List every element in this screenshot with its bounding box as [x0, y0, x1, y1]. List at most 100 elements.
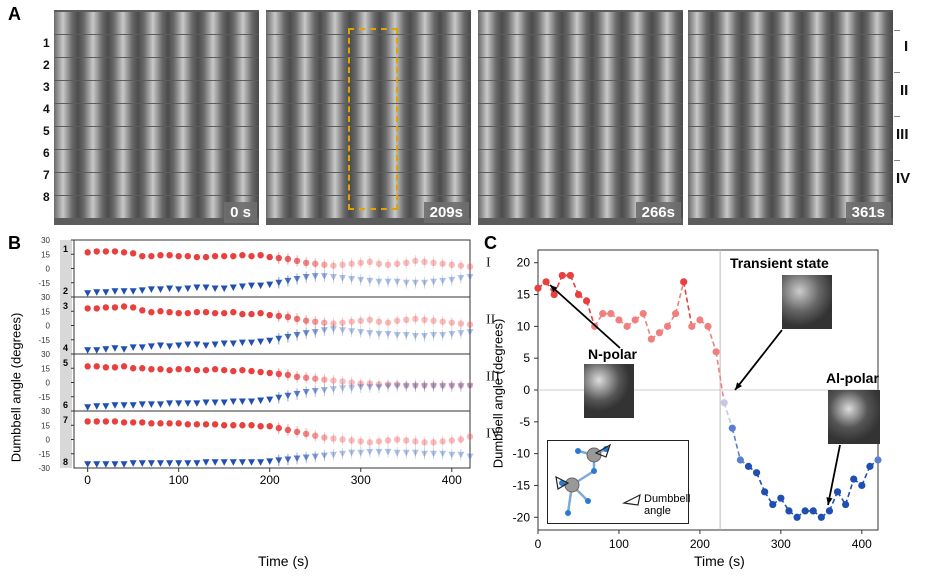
data-point	[411, 383, 419, 390]
data-point	[439, 260, 446, 267]
data-point	[211, 309, 219, 317]
data-point	[284, 313, 292, 321]
arrow-head	[550, 285, 558, 293]
data-point	[357, 380, 364, 387]
data-point	[411, 279, 419, 287]
data-point	[393, 278, 401, 286]
data-point	[293, 428, 301, 436]
data-point	[375, 318, 383, 325]
data-point	[184, 309, 191, 317]
data-point	[311, 388, 319, 395]
data-point	[607, 310, 615, 318]
y-tick-label: -15	[38, 450, 50, 459]
data-point	[384, 448, 392, 456]
data-point	[257, 338, 265, 346]
data-point	[430, 450, 438, 458]
data-point	[402, 332, 410, 339]
data-point	[393, 332, 401, 339]
row-number: 6	[43, 146, 50, 160]
data-point	[384, 383, 392, 390]
data-point	[84, 461, 92, 468]
data-point	[275, 335, 283, 343]
data-point	[293, 332, 301, 339]
data-point	[466, 453, 474, 461]
data-point	[330, 377, 337, 384]
data-point	[384, 381, 392, 388]
data-point	[175, 366, 182, 373]
data-point	[403, 437, 410, 444]
data-point	[384, 437, 392, 444]
data-point	[348, 328, 356, 335]
data-point	[93, 248, 100, 255]
data-point	[785, 507, 793, 515]
data-point	[220, 459, 228, 466]
data-point	[193, 400, 201, 407]
data-point	[139, 252, 146, 260]
data-point	[257, 423, 264, 430]
data-point	[266, 396, 274, 404]
data-point	[672, 310, 680, 318]
data-point	[184, 460, 192, 467]
data-point	[793, 513, 801, 521]
data-point	[448, 382, 455, 389]
data-point	[420, 279, 428, 287]
data-point	[439, 383, 447, 390]
data-point	[221, 252, 228, 260]
data-point	[211, 421, 219, 428]
data-point	[84, 290, 92, 297]
data-point	[411, 332, 419, 340]
series-segment	[707, 326, 717, 353]
data-point	[111, 364, 119, 371]
data-point	[439, 332, 447, 339]
data-point	[615, 316, 623, 324]
annotation-arrow	[734, 329, 783, 391]
data-point	[138, 401, 146, 408]
data-point	[348, 260, 355, 267]
y-tick-label: 0	[46, 265, 51, 274]
annotation-arrow	[549, 284, 621, 349]
group-label: II	[486, 313, 496, 328]
data-point	[120, 303, 128, 310]
data-point	[84, 418, 91, 425]
y-tick-label: 0	[46, 322, 51, 331]
panel-c-xlabel: Time (s)	[694, 553, 745, 569]
data-point	[320, 387, 328, 394]
data-point	[457, 383, 465, 390]
axis-strip	[60, 240, 72, 468]
y-tick-label: 15	[41, 250, 50, 259]
inset-legend: Dumbbell angle	[644, 493, 691, 517]
data-point	[111, 402, 119, 409]
data-point	[84, 249, 91, 256]
data-point	[466, 433, 474, 440]
highlight-box	[348, 28, 398, 210]
data-point	[129, 365, 137, 372]
data-point	[111, 304, 119, 311]
data-point	[439, 318, 446, 325]
transient-image	[782, 275, 832, 329]
data-point	[448, 331, 456, 338]
data-point	[184, 341, 192, 348]
series-segment	[674, 281, 685, 314]
data-point	[120, 461, 128, 468]
data-point	[348, 385, 356, 392]
data-point	[193, 309, 201, 316]
data-point	[220, 399, 228, 406]
data-point	[275, 394, 283, 402]
data-point	[393, 260, 401, 267]
data-point	[156, 342, 164, 349]
x-tick-label: 100	[609, 537, 629, 551]
data-point	[248, 422, 255, 429]
data-point	[84, 347, 92, 354]
data-point	[448, 261, 455, 268]
y-tick-label: -10	[513, 447, 531, 461]
series-segment	[731, 427, 742, 461]
data-point	[550, 290, 558, 299]
x-tick-label: 0	[535, 537, 542, 551]
data-point	[266, 458, 274, 465]
data-point	[357, 276, 365, 284]
data-point	[439, 450, 447, 458]
data-point	[184, 421, 191, 428]
data-point	[320, 452, 328, 460]
data-point	[421, 258, 428, 266]
data-point	[148, 366, 155, 373]
